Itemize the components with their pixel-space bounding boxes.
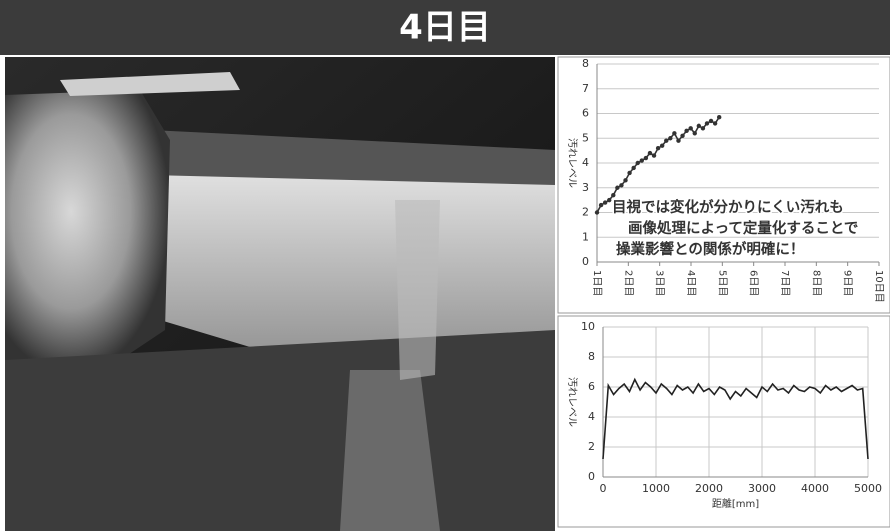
x-axis-label: 距離[mm] [712, 497, 759, 510]
data-point [619, 183, 623, 187]
y-tick-label: 10 [581, 320, 595, 333]
y-tick-label: 0 [582, 255, 589, 268]
slide: 4日目 0 1 2 3 4 5 6 7 8 1日目 2日目 3日目 4日目 5日目 6日目 7日目 8日目 9日目… [0, 0, 890, 531]
slide-title: 4日目 [399, 8, 491, 48]
data-point [615, 186, 619, 190]
data-point [603, 200, 607, 204]
y-tick-label: 2 [588, 440, 595, 453]
y-tick-label: 3 [582, 181, 589, 194]
x-tick-label: 3日目 [654, 270, 665, 296]
x-tick-label: 9日目 [842, 270, 853, 296]
data-point [713, 121, 717, 125]
data-point [627, 171, 631, 175]
annotation: 操業影響との関係が明確に！ [616, 240, 804, 258]
data-point [709, 119, 713, 123]
data-point [644, 156, 648, 160]
data-point [664, 139, 668, 143]
data-point [631, 166, 635, 170]
y-tick-label: 0 [588, 470, 595, 483]
data-point [648, 151, 652, 155]
x-tick-label: 5日目 [716, 270, 727, 296]
data-point [684, 129, 688, 133]
chart-panel [558, 316, 890, 527]
x-tick-label: 10日目 [873, 270, 884, 303]
data-point [623, 178, 627, 182]
x-tick-label: 1000 [642, 482, 670, 495]
x-tick-label: 1日目 [591, 270, 602, 296]
data-point [688, 126, 692, 130]
data-point [611, 193, 615, 197]
data-point [599, 203, 603, 207]
y-tick-label: 1 [582, 230, 589, 243]
x-tick-label: 6日目 [748, 270, 759, 296]
data-point [701, 126, 705, 130]
data-point [693, 131, 697, 135]
y-tick-label: 4 [588, 410, 595, 423]
y-axis-label: 汚れレベル [566, 138, 579, 188]
data-point [595, 210, 599, 214]
y-tick-label: 4 [582, 156, 589, 169]
data-point [636, 161, 640, 165]
data-point [676, 139, 680, 143]
data-point [668, 136, 672, 140]
x-tick-label: 2000 [695, 482, 723, 495]
data-point [672, 131, 676, 135]
y-tick-label: 6 [588, 380, 595, 393]
y-tick-label: 5 [582, 131, 589, 144]
data-point [717, 115, 721, 119]
x-tick-label: 5000 [854, 482, 882, 495]
y-tick-label: 6 [582, 107, 589, 120]
data-point [705, 121, 709, 125]
data-point [660, 143, 664, 147]
x-tick-label: 2日目 [622, 270, 633, 296]
data-point [656, 146, 660, 150]
x-tick-label: 4日目 [685, 270, 696, 296]
annotation: 目視では変化が分かりにくい汚れも [612, 198, 844, 216]
x-tick-label: 4000 [801, 482, 829, 495]
data-point [607, 198, 611, 202]
data-point [697, 124, 701, 128]
annotation: 画像処理によって定量化することで [628, 219, 858, 237]
y-axis-label: 汚れレベル [566, 377, 579, 427]
data-point [652, 153, 656, 157]
data-point [640, 158, 644, 162]
x-tick-label: 8日目 [810, 270, 821, 296]
y-tick-label: 8 [582, 57, 589, 70]
x-tick-label: 3000 [748, 482, 776, 495]
x-tick-label: 7日目 [779, 270, 790, 296]
y-tick-label: 2 [582, 206, 589, 219]
x-tick-label: 0 [600, 482, 607, 495]
data-point [680, 134, 684, 138]
photo [5, 57, 555, 531]
y-tick-label: 8 [588, 350, 595, 363]
y-tick-label: 7 [582, 82, 589, 95]
